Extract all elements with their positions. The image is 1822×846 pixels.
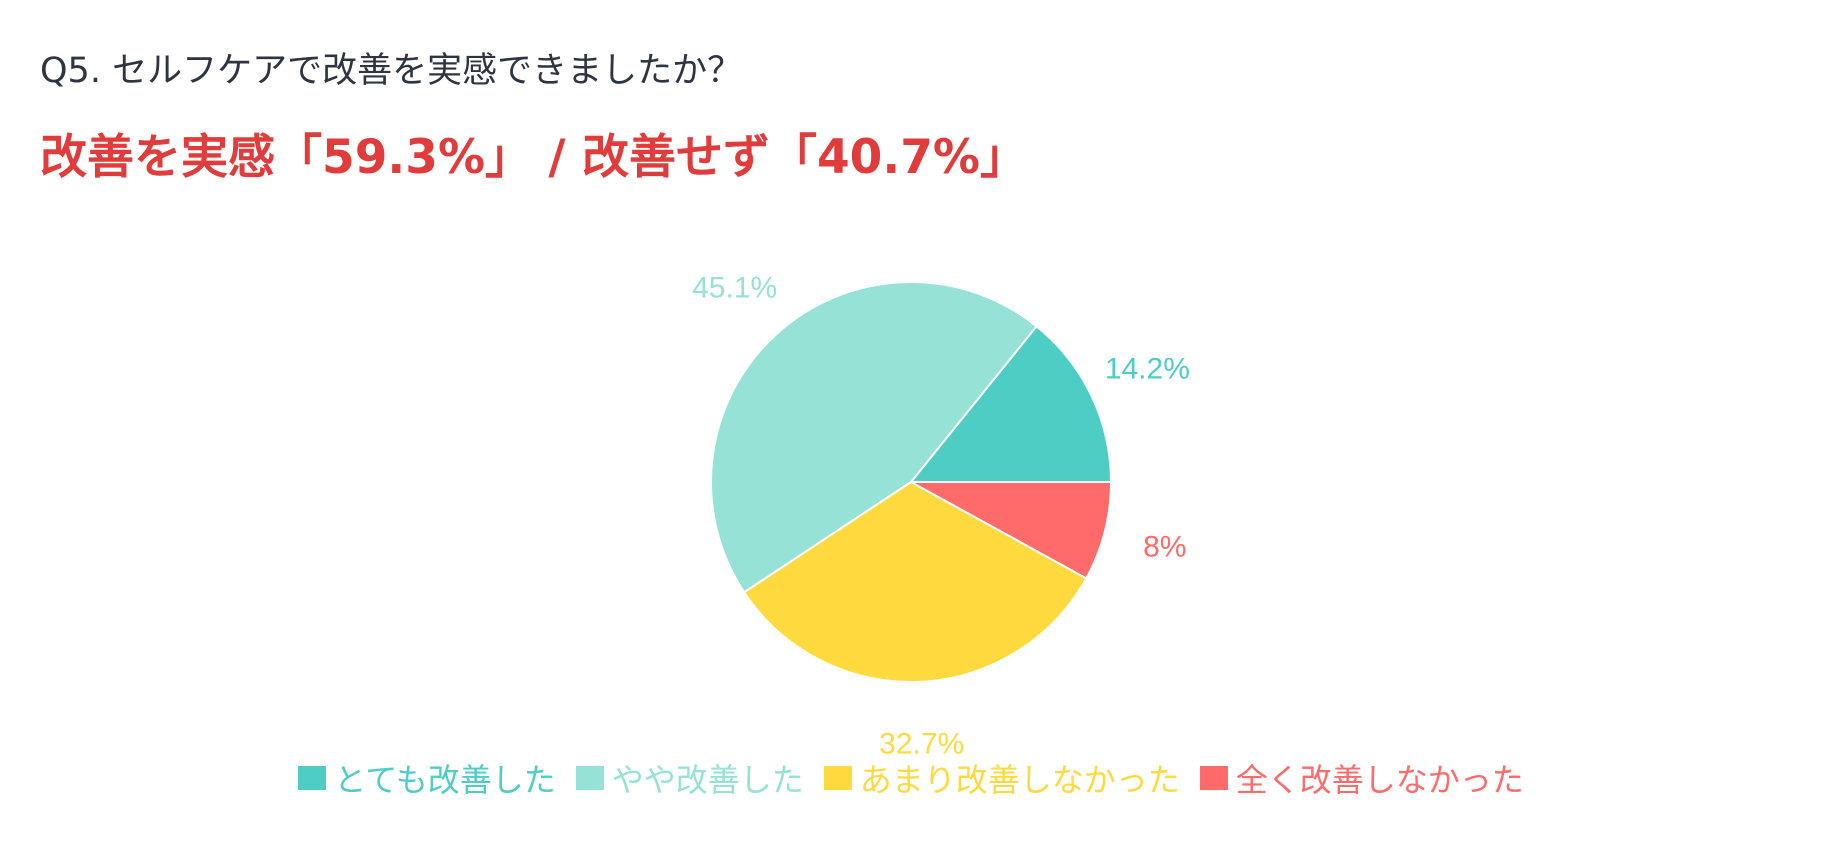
legend-item-not-much-improved[interactable]: あまり改善しなかった: [823, 755, 1180, 801]
slice-not-improved[interactable]: [910, 481, 1113, 580]
legend-swatch: [823, 766, 852, 790]
data-label-very-improved: 14.2%: [1105, 352, 1190, 385]
data-label-not-improved: 8%: [1143, 531, 1186, 564]
legend-item-very-improved[interactable]: とても改善した: [298, 755, 556, 801]
legend-swatch: [575, 766, 604, 790]
question-title: Q5. セルフケアで改善を実感できましたか？: [40, 51, 743, 91]
legend-item-somewhat-improved[interactable]: やや改善した: [575, 755, 804, 801]
data-label-somewhat-improved: 45.1%: [692, 272, 777, 305]
data-label-not-much-improved: 32.7%: [879, 727, 964, 760]
legend-swatch: [298, 766, 327, 790]
legend-label: やや改善した: [611, 761, 804, 799]
legend-item-not-improved[interactable]: 全く改善しなかった: [1199, 755, 1524, 801]
slice-very-improved[interactable]: [908, 324, 1113, 483]
legend-swatch: [1199, 766, 1228, 790]
legend-label: あまり改善しなかった: [859, 761, 1180, 799]
chart-legend: とても改善した やや改善した あまり改善しなかった 全く改善しなかった: [0, 755, 1822, 801]
legend-label: 全く改善しなかった: [1235, 761, 1524, 799]
headline-summary: 改善を実感「59.3%」 / 改善せず「40.7%」: [40, 130, 1027, 185]
legend-label: とても改善した: [334, 761, 556, 799]
slice-somewhat-improved[interactable]: [710, 281, 1038, 594]
